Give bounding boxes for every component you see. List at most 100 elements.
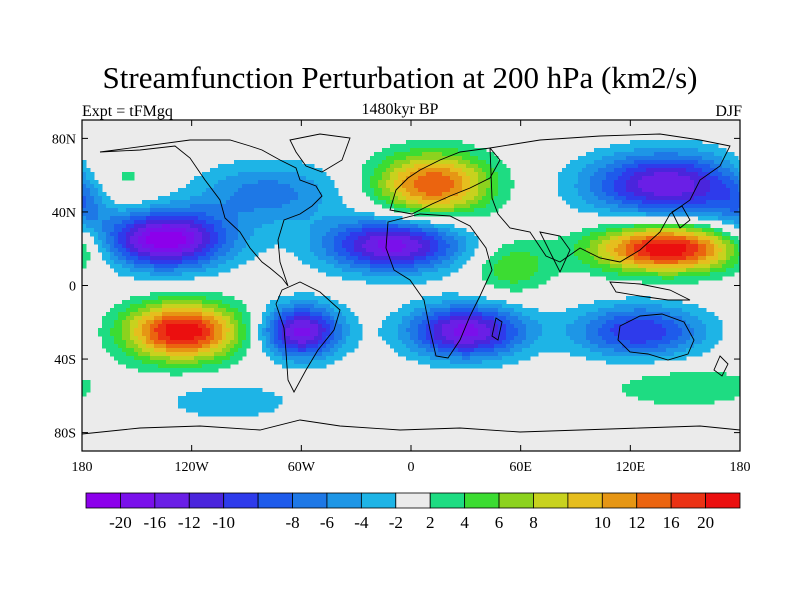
field-cell — [470, 204, 475, 209]
field-cell — [310, 216, 315, 221]
field-cell — [330, 240, 335, 245]
field-cell — [634, 276, 639, 281]
field-cell — [418, 140, 423, 145]
field-cell — [586, 196, 591, 201]
field-cell — [442, 140, 447, 145]
field-cell — [510, 252, 515, 257]
field-cell — [462, 192, 467, 197]
field-cell — [546, 244, 551, 249]
field-cell — [154, 216, 159, 221]
field-cell — [658, 236, 663, 241]
field-cell — [218, 212, 223, 217]
field-cell — [518, 240, 523, 245]
field-cell — [538, 260, 543, 265]
field-cell — [426, 200, 431, 205]
field-cell — [486, 320, 491, 325]
field-cell — [594, 192, 599, 197]
field-cell — [250, 192, 255, 197]
field-cell — [678, 228, 683, 233]
field-cell — [538, 244, 543, 249]
field-cell — [270, 172, 275, 177]
field-cell — [574, 236, 579, 241]
field-cell — [602, 164, 607, 169]
field-cell — [514, 272, 519, 277]
field-cell — [246, 244, 251, 249]
field-cell — [530, 252, 535, 257]
field-cell — [402, 192, 407, 197]
field-cell — [278, 300, 283, 305]
field-cell — [646, 268, 651, 273]
field-cell — [230, 176, 235, 181]
field-cell — [646, 188, 651, 193]
field-cell — [90, 176, 95, 181]
field-cell — [646, 212, 651, 217]
field-cell — [686, 312, 691, 317]
field-cell — [714, 164, 719, 169]
field-cell — [694, 272, 699, 277]
field-cell — [498, 284, 503, 289]
field-cell — [510, 316, 515, 321]
field-cell — [130, 228, 135, 233]
field-cell — [558, 244, 563, 249]
field-cell — [178, 316, 183, 321]
field-cell — [718, 208, 723, 213]
field-cell — [394, 316, 399, 321]
field-cell — [398, 308, 403, 313]
field-cell — [454, 296, 459, 301]
field-cell — [730, 212, 735, 217]
field-cell — [314, 228, 319, 233]
field-cell — [342, 244, 347, 249]
field-cell — [382, 216, 387, 221]
field-cell — [662, 144, 667, 149]
field-cell — [162, 220, 167, 225]
field-cell — [262, 204, 267, 209]
field-cell — [226, 260, 231, 265]
field-cell — [706, 148, 711, 153]
field-cell — [410, 224, 415, 229]
field-cell — [490, 180, 495, 185]
field-cell — [634, 272, 639, 277]
field-cell — [102, 224, 107, 229]
field-cell — [378, 192, 383, 197]
field-cell — [450, 232, 455, 237]
field-cell — [218, 300, 223, 305]
field-cell — [106, 248, 111, 253]
field-cell — [206, 200, 211, 205]
field-cell — [346, 220, 351, 225]
field-cell — [614, 196, 619, 201]
field-cell — [626, 252, 631, 257]
field-cell — [542, 260, 547, 265]
field-cell — [666, 200, 671, 205]
field-cell — [626, 148, 631, 153]
field-cell — [438, 236, 443, 241]
field-cell — [446, 148, 451, 153]
field-cell — [234, 172, 239, 177]
field-cell — [454, 184, 459, 189]
field-cell — [446, 200, 451, 205]
field-cell — [322, 300, 327, 305]
field-cell — [326, 264, 331, 269]
field-cell — [186, 212, 191, 217]
field-cell — [674, 200, 679, 205]
field-cell — [466, 184, 471, 189]
field-cell — [330, 228, 335, 233]
field-cell — [346, 240, 351, 245]
field-cell — [214, 196, 219, 201]
field-cell — [134, 228, 139, 233]
field-cell — [210, 312, 215, 317]
field-cell — [122, 172, 127, 177]
field-cell — [662, 228, 667, 233]
field-cell — [258, 240, 263, 245]
field-cell — [130, 212, 135, 217]
field-cell — [202, 208, 207, 213]
field-cell — [258, 224, 263, 229]
field-cell — [598, 312, 603, 317]
field-cell — [250, 224, 255, 229]
field-cell — [126, 216, 131, 221]
field-cell — [146, 308, 151, 313]
field-cell — [334, 236, 339, 241]
field-cell — [486, 168, 491, 173]
field-cell — [202, 232, 207, 237]
field-cell — [370, 248, 375, 253]
field-cell — [430, 160, 435, 165]
